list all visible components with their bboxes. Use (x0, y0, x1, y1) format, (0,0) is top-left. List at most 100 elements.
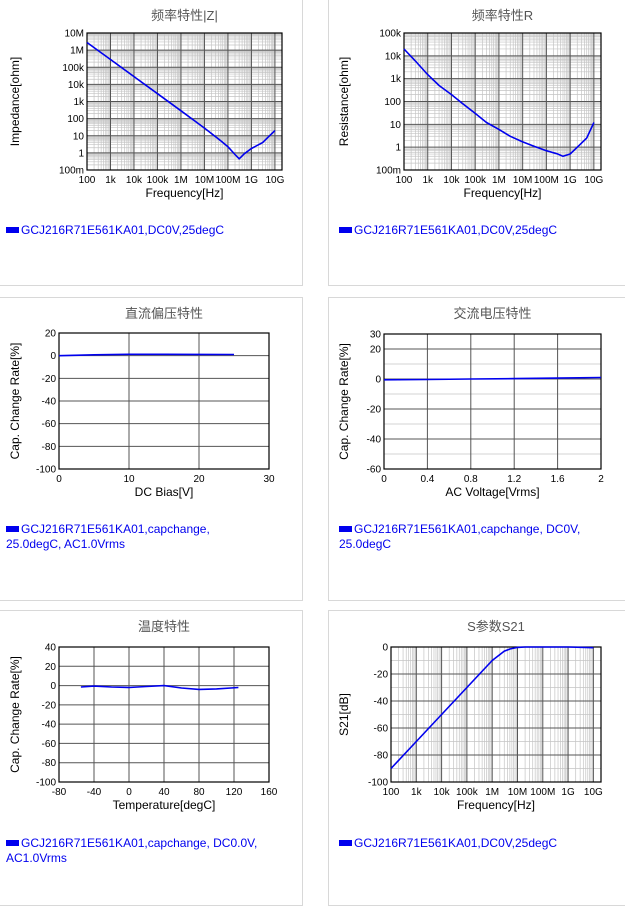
x-tick-label: 100M (534, 175, 559, 186)
x-tick-label: 1G (561, 787, 575, 798)
y-tick-label: 100m (59, 166, 84, 177)
plot-frame (383, 333, 602, 470)
x-axis-label: Frequency[Hz] (463, 186, 541, 200)
chart-panel-freq-z: 频率特性|Z| 100 1k 10k 100k 1M 10M 100M 1G 10G 100m 1 10… (0, 0, 303, 286)
plot-frame (403, 32, 602, 171)
y-tick-label: 1M (70, 46, 84, 57)
x-axis-label: Temperature[degC] (113, 798, 216, 812)
grid (403, 32, 601, 171)
x-tick-label: 1G (563, 175, 577, 186)
x-tick-label: 100 (396, 175, 413, 186)
y-tick-label: 100 (67, 114, 84, 125)
y-tick-label: 1 (395, 143, 401, 154)
x-tick-label: 100M (215, 175, 240, 186)
series-line (390, 646, 594, 770)
x-tick-label: 100k (456, 787, 479, 798)
x-tick-label: 1.6 (551, 474, 565, 485)
x-tick-label: 160 (261, 787, 278, 798)
x-axis-label: DC Bias[V] (135, 485, 194, 499)
chart-title: 频率特性R (472, 8, 533, 23)
plot-frame (58, 332, 270, 470)
y-tick-label: -60 (374, 724, 389, 735)
x-tick-label: 10G (584, 175, 603, 186)
y-tick-label: 10k (385, 51, 402, 62)
grid (383, 333, 602, 470)
chart-panel-dc-bias: 直流偏压特性 0 10 20 30 -100 -80 -60 -40 -20 0 20 DC Bias[… (0, 297, 303, 601)
y-tick-label: 10M (65, 29, 84, 40)
y-tick-label: 0 (50, 351, 56, 362)
legend-swatch (6, 226, 19, 233)
x-tick-label: 100M (530, 787, 555, 798)
x-tick-label: 80 (193, 787, 205, 798)
y-tick-label: -100 (368, 778, 388, 789)
x-tick-label: 1M (174, 175, 188, 186)
y-axis-label: Cap. Change Rate[%] (8, 656, 22, 773)
x-axis-label: Frequency[Hz] (145, 186, 223, 200)
y-tick-label: -20 (42, 374, 57, 385)
x-tick-label: 10k (126, 175, 143, 186)
x-tick-label: 100 (79, 175, 96, 186)
y-tick-label: 20 (370, 345, 382, 356)
x-tick-label: 10M (508, 787, 527, 798)
chart-title: 直流偏压特性 (125, 306, 203, 321)
y-tick-label: -80 (42, 758, 57, 769)
y-axis-label: Cap. Change Rate[%] (337, 343, 351, 460)
legend-swatch (339, 839, 352, 846)
x-tick-label: 0.4 (420, 474, 434, 485)
legend-dc-bias: GCJ216R71E561KA01,capchange, 25.0degC, A… (6, 521, 266, 551)
legend-swatch (339, 226, 352, 233)
y-tick-label: 0 (375, 375, 381, 386)
chart-freq-z: 频率特性|Z|100 1k 10k 100k 1M 10M 100M 1G 10G100m110… (8, 8, 285, 200)
x-tick-label: 1.2 (507, 474, 521, 485)
chart-panel-ac-voltage: 交流电压特性 0 0.4 0.8 1.2 1.6 2 -60 -40 -20 0 20 30 AC Vol… (328, 297, 625, 601)
chart-panel-temperature: 温度特性 -80 -40 0 40 80 120 160 -100 -80 -60 -40 -20 0 20… (0, 610, 303, 906)
x-axis-label: Frequency[Hz] (457, 798, 535, 812)
y-tick-label: 10 (390, 120, 402, 131)
legend-s21: GCJ216R71E561KA01,DC0V,25degC (339, 835, 557, 850)
chart-ac-voltage: 交流电压特性 0 0.4 0.8 1.2 1.6 2 -60 -40 -20 0 20 30 AC Vol… (337, 306, 604, 499)
y-tick-label: 1 (78, 148, 84, 159)
y-tick-label: -20 (42, 700, 57, 711)
y-tick-label: 100k (62, 63, 85, 74)
y-tick-label: 10k (68, 80, 85, 91)
grid (86, 32, 282, 171)
y-tick-label: -40 (42, 397, 57, 408)
chart-title: 交流电压特性 (453, 306, 531, 321)
y-axis-label: Impedance[ohm] (8, 57, 22, 146)
x-axis-label: AC Voltage[Vrms] (445, 485, 539, 499)
legend-swatch (339, 525, 352, 532)
y-tick-label: -80 (374, 751, 389, 762)
series-line (383, 376, 602, 381)
y-tick-label: -60 (42, 419, 57, 430)
plot-frame (86, 32, 283, 171)
plot-frame (390, 646, 602, 783)
legend-swatch (6, 525, 19, 532)
x-tick-label: 0 (126, 787, 132, 798)
x-tick-label: 10M (513, 175, 532, 186)
x-tick-label: 2 (598, 474, 604, 485)
x-tick-label: 40 (158, 787, 170, 798)
chart-temperature: 温度特性-80 -40 0 40 80 120 160-100-80-60-40-20020… (8, 619, 278, 812)
y-tick-label: 40 (45, 643, 57, 654)
x-tick-label: 0 (56, 474, 62, 485)
legend-label: GCJ216R71E561KA01,DC0V,25degC (354, 222, 558, 237)
chart-panel-s21: S参数S21 100 1k 10k 100k 1M 10M 100M 1G 10G -100 -80 -… (328, 610, 625, 906)
y-tick-label: -20 (374, 670, 389, 681)
chart-panel-freq-r: 频率特性R 100 1k 10k 100k 1M 10M 100M 1G 10G 100m 1 10 10… (328, 0, 625, 286)
x-tick-label: 10k (443, 175, 460, 186)
chart-title: 温度特性 (138, 619, 190, 634)
series-line (86, 41, 276, 160)
legend-swatch (6, 839, 19, 846)
x-tick-label: -80 (52, 787, 67, 798)
legend-freq-z: GCJ216R71E561KA01,DC0V,25degC (6, 222, 224, 237)
y-tick-label: -20 (367, 405, 382, 416)
legend-label: GCJ216R71E561KA01,DC0V,25degC (354, 835, 558, 850)
y-tick-label: -40 (374, 697, 389, 708)
y-tick-label: 20 (45, 662, 57, 673)
y-axis-label: Cap. Change Rate[%] (8, 343, 22, 460)
x-tick-label: 10k (434, 787, 451, 798)
series-line (403, 48, 595, 158)
series-line (58, 353, 235, 357)
legend-label: GCJ216R71E561KA01,capchange, DC0.0V, AC1… (6, 835, 258, 865)
y-axis-label: Resistance[ohm] (337, 57, 351, 146)
